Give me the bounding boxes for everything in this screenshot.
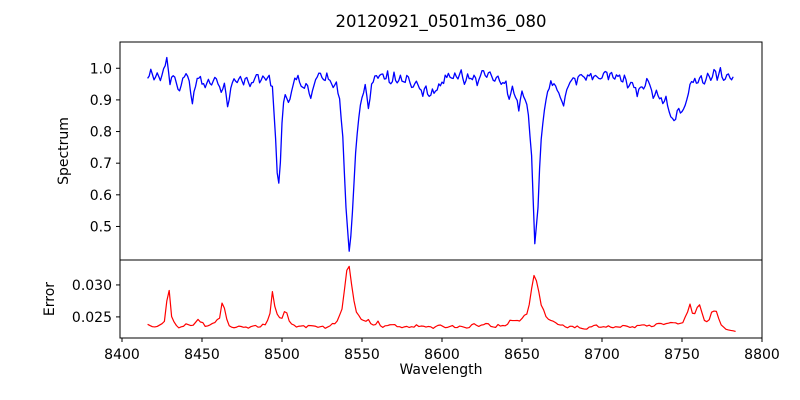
- y-tick-label: 0.6: [90, 188, 112, 204]
- spectrum-axes-spine: [119, 41, 763, 261]
- y-tick-label: 0.5: [90, 219, 112, 235]
- y-tick-label: 0.030: [72, 278, 112, 294]
- x-tick-label: 8550: [344, 347, 380, 363]
- spectrum-line: [147, 56, 734, 252]
- x-tick-label: 8450: [184, 347, 220, 363]
- x-tick-label: 8700: [584, 347, 620, 363]
- x-tick-label: 8750: [664, 347, 700, 363]
- error-y-axis-label: Error: [42, 281, 58, 317]
- x-tick-label: 8650: [504, 347, 540, 363]
- y-tick-label: 1.0: [90, 61, 112, 77]
- plot-title: 20120921_0501m36_080: [335, 12, 547, 31]
- x-tick-label: 8400: [104, 347, 140, 363]
- error-axes-spine: [119, 259, 763, 339]
- x-tick-label: 8500: [264, 347, 300, 363]
- error-line: [147, 265, 736, 333]
- y-tick-label: 0.025: [72, 310, 112, 326]
- x-tick-label: 8800: [744, 347, 780, 363]
- x-tick-label: 8600: [424, 347, 460, 363]
- x-axis-label: Wavelength: [399, 362, 483, 378]
- y-tick-label: 0.8: [90, 125, 112, 141]
- y-tick-label: 0.7: [90, 156, 112, 172]
- spectrum-y-axis-label: Spectrum: [56, 117, 72, 185]
- y-tick-label: 0.9: [90, 93, 112, 109]
